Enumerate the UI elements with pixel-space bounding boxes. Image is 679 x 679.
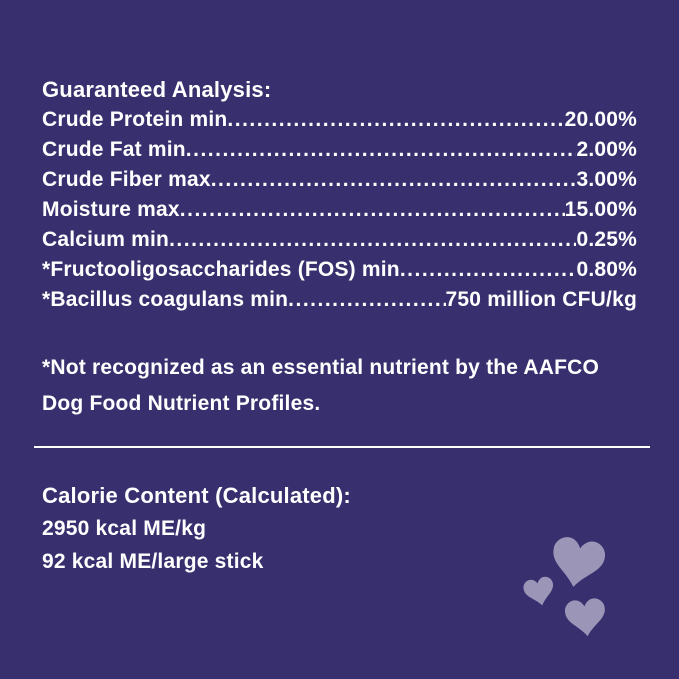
footnote-line: *Not recognized as an essential nutrient… [42, 356, 600, 379]
section-divider [34, 446, 650, 448]
dot-leader: ........................................… [169, 228, 577, 251]
table-row: Crude Protein min ......................… [42, 105, 637, 135]
dot-leader: ........................................… [288, 288, 446, 311]
nutrient-value: 0.25% [576, 228, 637, 251]
nutrient-label: Moisture max [42, 198, 180, 221]
nutrient-label: Crude Protein min [42, 108, 228, 131]
table-row: Crude Fiber max ........................… [42, 165, 637, 195]
guaranteed-analysis-section: Guaranteed Analysis: Crude Protein min .… [42, 75, 637, 315]
nutrient-value: 0.80% [576, 258, 637, 281]
table-row: Calcium min ............................… [42, 225, 637, 255]
nutrient-label: *Bacillus coagulans min [42, 288, 289, 311]
calorie-content-section: Calorie Content (Calculated): 2950 kcal … [42, 479, 637, 578]
nutrient-label: Crude Fat min [42, 138, 186, 161]
calorie-line: 2950 kcal ME/kg [42, 517, 207, 540]
nutrient-value: 2.00% [576, 138, 637, 161]
nutrient-label: Calcium min [42, 228, 170, 251]
nutrient-value: 750 million CFU/kg [445, 288, 637, 311]
dot-leader: ........................................… [227, 108, 565, 131]
table-row: Crude Fat min ..........................… [42, 135, 637, 165]
footnote-line: Dog Food Nutrient Profiles. [42, 392, 321, 415]
dot-leader: ........................................… [185, 138, 577, 161]
nutrient-label: *Fructooligosaccharides (FOS) min [42, 258, 400, 281]
heart-icon [564, 597, 608, 644]
table-row: *Fructooligosaccharides (FOS) min ......… [42, 255, 637, 285]
heart-icon [522, 575, 558, 614]
table-row: *Bacillus coagulans min ................… [42, 285, 637, 315]
guaranteed-analysis-table: Crude Protein min ......................… [42, 105, 637, 315]
dot-leader: ........................................… [179, 198, 565, 221]
guaranteed-analysis-title: Guaranteed Analysis: [42, 77, 272, 102]
dot-leader: ........................................… [399, 258, 577, 281]
dot-leader: ........................................… [210, 168, 577, 191]
nutrient-label: Crude Fiber max [42, 168, 211, 191]
heart-icon [547, 535, 608, 597]
footnote: *Not recognized as an essential nutrient… [42, 350, 637, 422]
table-row: Moisture max ...........................… [42, 195, 637, 225]
nutrient-value: 20.00% [564, 108, 637, 131]
calorie-content-title: Calorie Content (Calculated): [42, 483, 351, 508]
nutrient-value: 3.00% [576, 168, 637, 191]
calorie-line: 92 kcal ME/large stick [42, 550, 264, 573]
nutrient-value: 15.00% [564, 198, 637, 221]
